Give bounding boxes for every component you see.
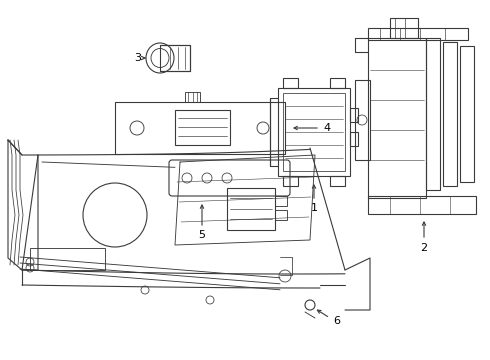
Text: 3: 3 <box>134 53 142 63</box>
Bar <box>390 18 418 38</box>
Bar <box>443 42 457 186</box>
Bar <box>30 248 105 270</box>
Text: 4: 4 <box>323 123 331 133</box>
Bar <box>350 132 358 146</box>
Bar <box>368 38 426 198</box>
Bar <box>330 176 345 186</box>
Bar <box>227 188 275 230</box>
Bar <box>355 80 370 160</box>
Bar <box>426 38 440 190</box>
Bar <box>330 78 345 88</box>
Bar <box>160 45 190 71</box>
Bar <box>185 92 200 102</box>
Text: 5: 5 <box>198 230 205 240</box>
Bar <box>350 108 358 122</box>
Bar <box>460 46 474 182</box>
Text: 1: 1 <box>311 203 318 213</box>
Text: 2: 2 <box>420 243 428 253</box>
Bar <box>275 196 287 206</box>
Bar <box>283 78 298 88</box>
Bar <box>175 110 230 145</box>
Bar <box>368 196 476 214</box>
Bar <box>283 176 298 186</box>
Bar <box>368 28 468 40</box>
Bar <box>278 88 350 176</box>
Bar <box>275 210 287 220</box>
Text: 6: 6 <box>334 316 341 326</box>
Bar <box>283 93 345 171</box>
Bar <box>115 102 285 154</box>
